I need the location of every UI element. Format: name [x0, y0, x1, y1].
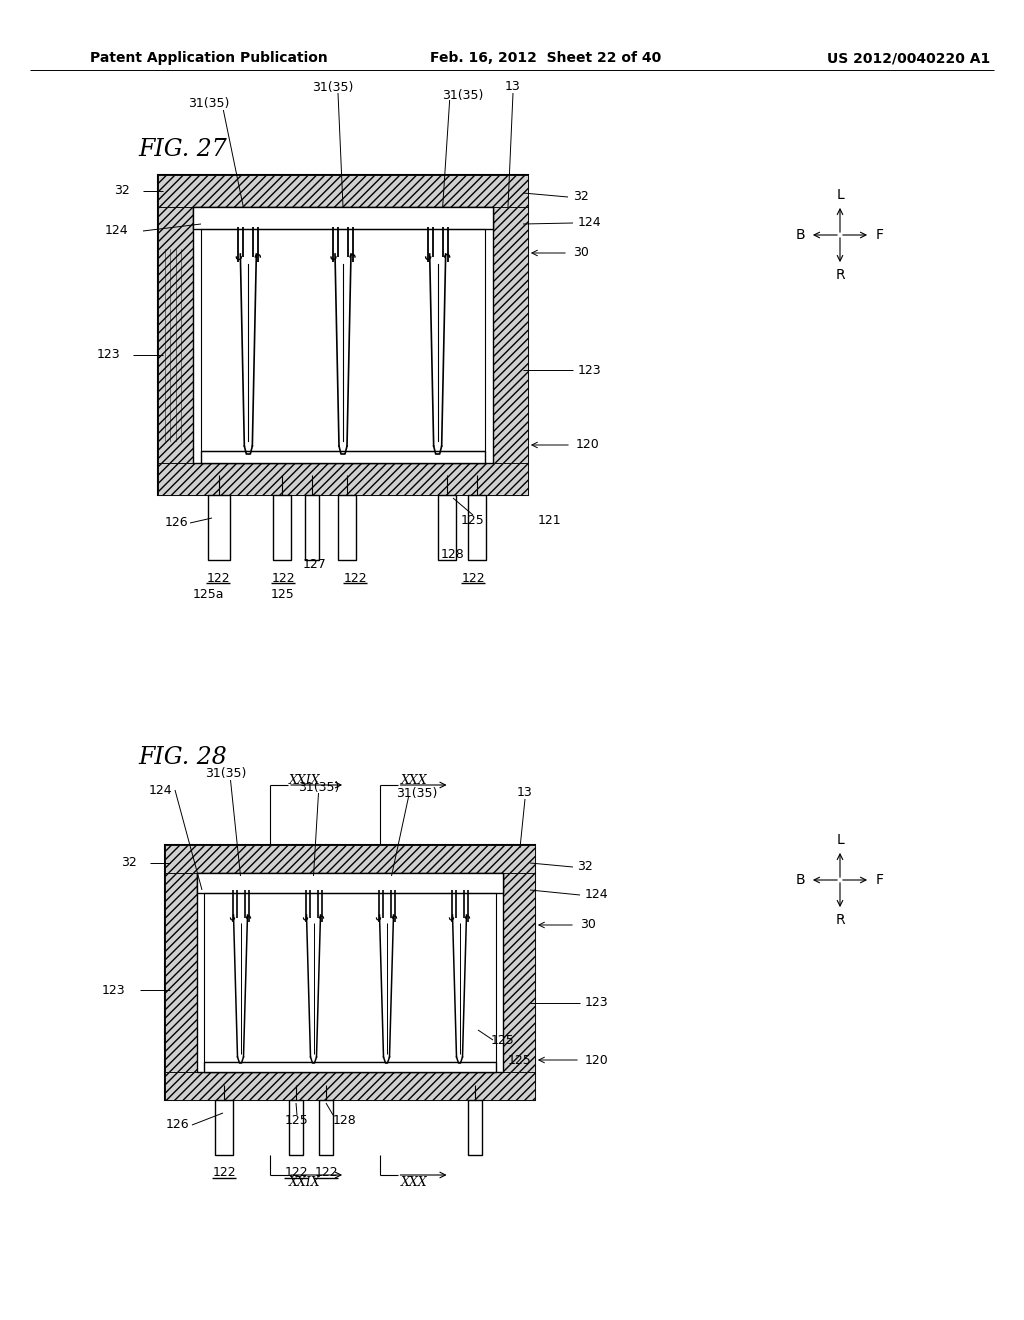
- Text: 122: 122: [271, 572, 295, 585]
- Text: 120: 120: [585, 1053, 608, 1067]
- Bar: [193, 207, 493, 228]
- Text: 122: 122: [461, 572, 484, 585]
- Text: US 2012/0040220 A1: US 2012/0040220 A1: [826, 51, 990, 65]
- Bar: [165, 873, 197, 1072]
- Bar: [319, 1100, 333, 1155]
- Text: XXX: XXX: [401, 774, 428, 787]
- Text: L: L: [837, 187, 844, 202]
- Text: Patent Application Publication: Patent Application Publication: [90, 51, 328, 65]
- Text: 32: 32: [573, 190, 589, 203]
- Text: Feb. 16, 2012  Sheet 22 of 40: Feb. 16, 2012 Sheet 22 of 40: [430, 51, 662, 65]
- Text: 125: 125: [285, 1114, 309, 1126]
- Bar: [158, 176, 528, 207]
- Bar: [338, 495, 356, 560]
- Text: 120: 120: [575, 438, 600, 451]
- Bar: [204, 894, 496, 1063]
- Text: 13: 13: [517, 787, 532, 800]
- Text: 31(35): 31(35): [312, 81, 353, 94]
- Text: 122: 122: [206, 572, 229, 585]
- Text: 32: 32: [577, 861, 593, 874]
- Bar: [158, 207, 193, 463]
- Text: 125: 125: [508, 1053, 531, 1067]
- Text: 123: 123: [578, 363, 602, 376]
- Text: 30: 30: [573, 247, 589, 260]
- Bar: [305, 495, 319, 560]
- Text: 123: 123: [101, 983, 125, 997]
- Text: 123: 123: [96, 348, 120, 362]
- Text: FIG. 28: FIG. 28: [138, 747, 226, 770]
- Text: 31(35): 31(35): [442, 88, 483, 102]
- Text: 124: 124: [104, 224, 128, 238]
- Text: XXIX: XXIX: [289, 774, 321, 787]
- Text: 31(35): 31(35): [298, 780, 339, 793]
- Text: 125: 125: [461, 513, 485, 527]
- Text: 124: 124: [578, 216, 602, 230]
- Text: XXIX: XXIX: [289, 1176, 321, 1189]
- Text: F: F: [876, 228, 884, 242]
- Text: 30: 30: [580, 919, 596, 932]
- Text: F: F: [876, 873, 884, 887]
- Bar: [165, 845, 535, 1100]
- Bar: [273, 495, 291, 560]
- Text: 122: 122: [285, 1167, 308, 1180]
- Text: 128: 128: [441, 549, 465, 561]
- Bar: [158, 463, 528, 495]
- Text: 122: 122: [343, 572, 367, 585]
- Text: R: R: [836, 268, 845, 282]
- Bar: [201, 228, 485, 451]
- Text: 31(35): 31(35): [396, 787, 437, 800]
- Text: 31(35): 31(35): [187, 96, 229, 110]
- Text: 124: 124: [585, 888, 608, 902]
- Text: FIG. 27: FIG. 27: [138, 139, 226, 161]
- Text: B: B: [796, 228, 805, 242]
- Bar: [165, 845, 535, 873]
- Text: 123: 123: [585, 997, 608, 1010]
- Bar: [215, 1100, 233, 1155]
- Text: 121: 121: [538, 513, 561, 527]
- Bar: [197, 873, 503, 894]
- Text: 124: 124: [148, 784, 172, 796]
- Text: 122: 122: [314, 1167, 338, 1180]
- Text: L: L: [837, 833, 844, 847]
- Text: 32: 32: [121, 857, 137, 870]
- Text: 32: 32: [115, 185, 130, 198]
- Text: 126: 126: [165, 1118, 189, 1131]
- Text: XXX: XXX: [401, 1176, 428, 1189]
- Text: 125a: 125a: [193, 589, 224, 602]
- Text: 125: 125: [490, 1034, 515, 1047]
- Text: 13: 13: [505, 81, 521, 94]
- Text: B: B: [796, 873, 805, 887]
- Text: 126: 126: [165, 516, 188, 529]
- Bar: [493, 207, 528, 463]
- Text: 128: 128: [333, 1114, 356, 1126]
- Text: 31(35): 31(35): [205, 767, 246, 780]
- Bar: [165, 1072, 535, 1100]
- Bar: [204, 1063, 496, 1072]
- Bar: [193, 207, 493, 463]
- Text: R: R: [836, 913, 845, 927]
- Bar: [438, 495, 456, 560]
- Bar: [468, 495, 486, 560]
- Text: 127: 127: [303, 558, 327, 572]
- Bar: [503, 873, 535, 1072]
- Bar: [201, 451, 485, 463]
- Bar: [468, 1100, 482, 1155]
- Text: 125: 125: [271, 589, 295, 602]
- Bar: [289, 1100, 303, 1155]
- Bar: [158, 176, 528, 495]
- Bar: [208, 495, 230, 560]
- Text: 122: 122: [212, 1167, 236, 1180]
- Bar: [197, 873, 503, 1072]
